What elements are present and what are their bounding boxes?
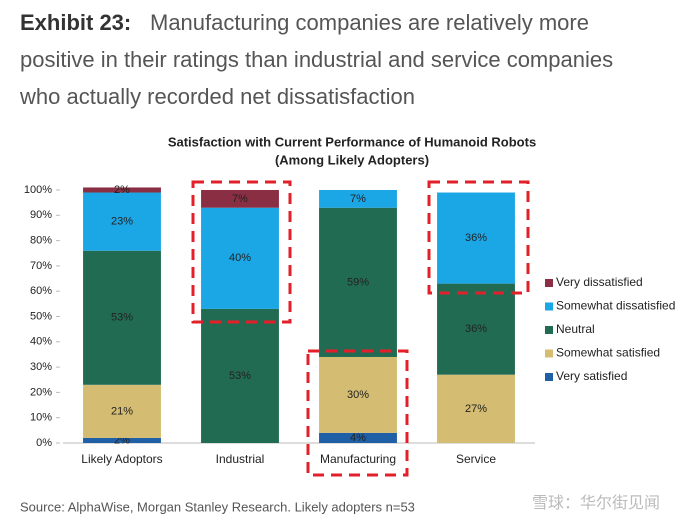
y-tick-label: 60% [30, 285, 52, 297]
value-label: 30% [347, 389, 369, 401]
value-label: 21% [111, 405, 133, 417]
value-label: 59% [347, 276, 369, 288]
bar-segment [201, 308, 279, 443]
chart-title: (Among Likely Adopters) [275, 152, 429, 167]
headline: Manufacturing companies are relatively m… [150, 10, 589, 35]
y-tick-label: 70% [30, 260, 52, 272]
y-tick-label: 50% [30, 310, 52, 322]
value-label: 53% [229, 370, 251, 382]
bar-segment [319, 207, 397, 357]
x-tick-label: Likely Adoptors [81, 452, 162, 466]
bar-segment [201, 190, 279, 208]
value-label: 36% [465, 323, 487, 335]
value-label: 2% [114, 184, 130, 196]
legend-label: Somewhat satisfied [556, 346, 660, 360]
value-label: 53% [111, 312, 133, 324]
y-tick-label: 100% [24, 184, 52, 196]
legend-label: Very dissatisfied [556, 275, 643, 289]
value-label: 40% [229, 252, 251, 264]
value-label: 4% [350, 432, 366, 444]
legend-swatch [545, 302, 553, 311]
highlight-box [306, 349, 409, 477]
bar-segment [437, 374, 515, 443]
watermark: 雪球：华尔街见闻 [532, 494, 660, 512]
bar-segment [83, 192, 161, 251]
y-tick-label: 0% [36, 437, 52, 449]
value-label: 23% [111, 216, 133, 228]
highlight-box [427, 180, 530, 295]
legend-label: Very satisfied [556, 369, 627, 383]
x-tick-label: Manufacturing [320, 452, 396, 466]
x-tick-label: Industrial [216, 452, 265, 466]
chart-title: Satisfaction with Current Performance of… [168, 134, 536, 149]
bar-segment [437, 192, 515, 284]
legend-swatch [545, 349, 553, 358]
bar-segment [83, 250, 161, 385]
value-label: 7% [350, 193, 366, 205]
y-tick-label: 80% [30, 235, 52, 247]
bar-segment [319, 356, 397, 433]
y-tick-label: 40% [30, 336, 52, 348]
y-tick-label: 20% [30, 386, 52, 398]
bar-segment [83, 384, 161, 438]
bar-segment [83, 187, 161, 193]
headline: positive in their ratings than industria… [20, 47, 613, 72]
legend-swatch [545, 279, 553, 287]
headline: who actually recorded net dissatisfactio… [19, 84, 415, 109]
y-tick-label: 90% [30, 209, 52, 221]
value-label: 7% [232, 193, 248, 205]
legend-swatch [545, 326, 553, 334]
y-tick-label: 10% [30, 412, 52, 424]
source: Source: AlphaWise, Morgan Stanley Resear… [20, 499, 415, 514]
bar-segment [83, 437, 161, 443]
bar-segment [437, 283, 515, 375]
legend-label: Neutral [556, 322, 595, 336]
highlight-box [191, 180, 292, 324]
value-label: 27% [465, 403, 487, 415]
exhibit-label: Exhibit 23: [20, 10, 131, 35]
bar-segment [319, 190, 397, 208]
y-tick-label: 30% [30, 361, 52, 373]
legend-label: Somewhat dissatisfied [556, 299, 675, 313]
bar-segment [201, 207, 279, 309]
legend-swatch [545, 373, 553, 381]
value-label: 36% [465, 232, 487, 244]
bar-segment [319, 432, 397, 443]
x-tick-label: Service [456, 452, 496, 466]
plot: 0% 10% 20% 30% 40% 50% 60% 70% 80% 90% 100% Likely … [24, 184, 676, 466]
